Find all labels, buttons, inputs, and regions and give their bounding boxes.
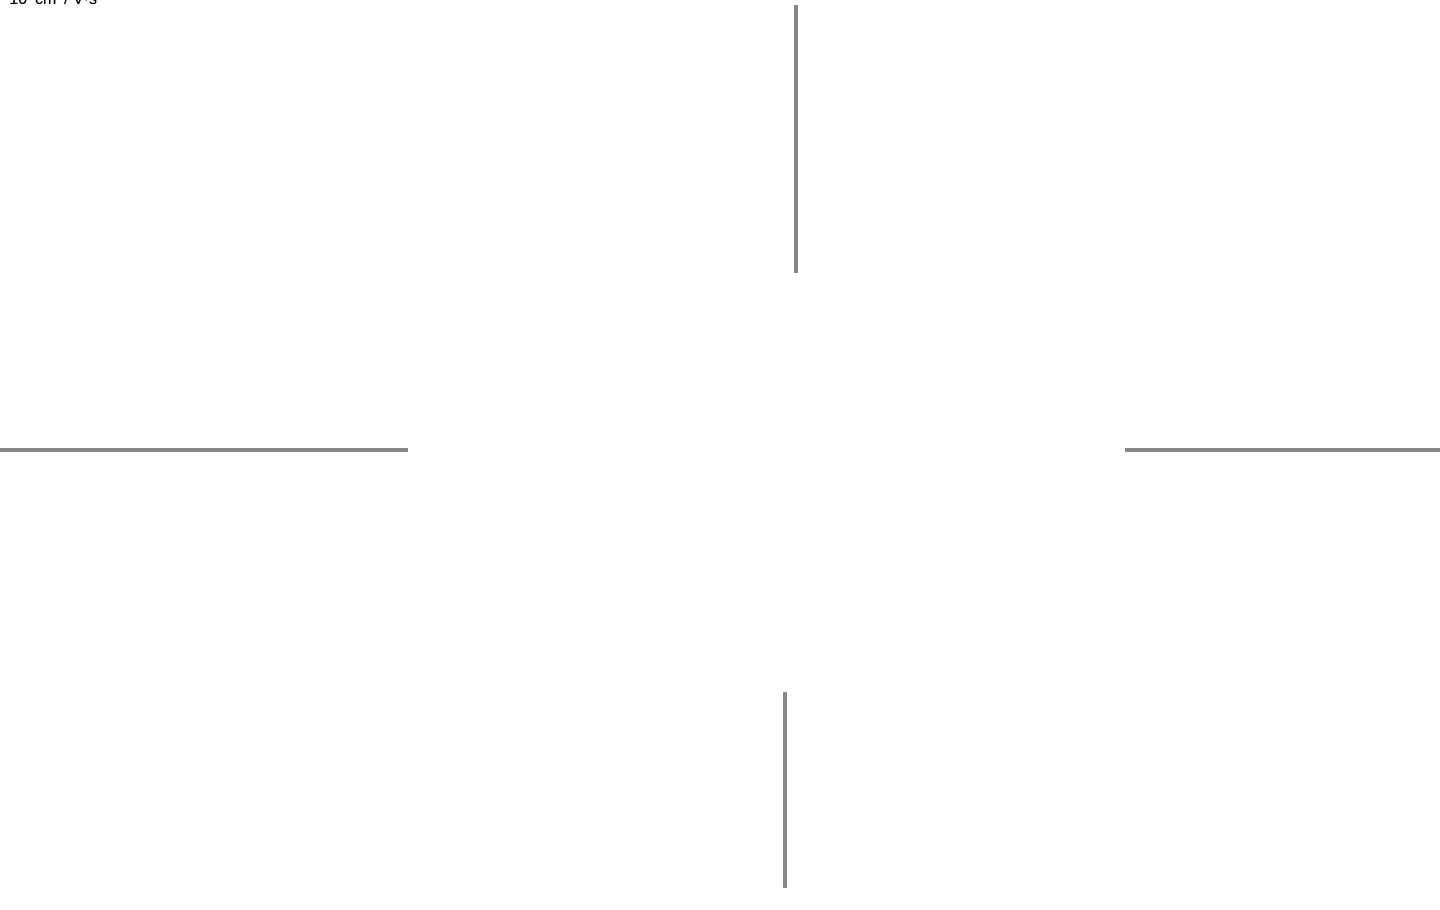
dividers [0,5,1440,888]
text-part: ~10 [0,0,27,8]
text-part: cm [35,0,56,8]
[object Object]: ~103cm2/ V·s [0,0,97,8]
text-part: cm [35,0,56,8]
text-part: / V·s [64,0,97,8]
text-part: / V·s [64,0,97,8]
text-part: ~10 [0,0,27,8]
texts: ~105cm2/ V·s~103cm2/ V·s [0,0,97,8]
[object Object]: ~105cm2/ V·s [0,0,97,8]
